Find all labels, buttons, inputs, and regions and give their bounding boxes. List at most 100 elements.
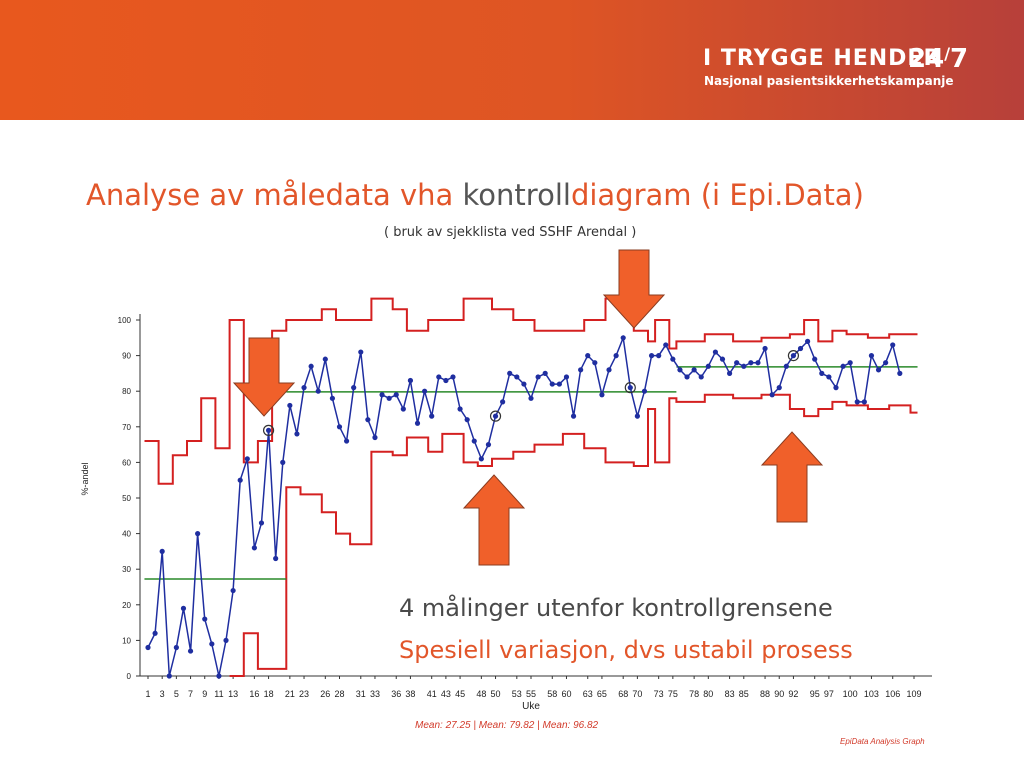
data-point [187, 648, 194, 654]
data-point [776, 385, 782, 391]
data-point [535, 374, 541, 380]
data-point [287, 402, 293, 409]
data-point [833, 385, 839, 391]
data-point [258, 520, 265, 526]
y-tick-label: 100 [118, 316, 132, 325]
logo-num: 24 [908, 44, 945, 74]
x-tick-label: 88 [760, 689, 770, 699]
x-tick-label: 95 [810, 689, 820, 699]
mean-summary: Mean: 27.25 | Mean: 79.82 | Mean: 96.82 [415, 720, 599, 731]
arrow-down-icon [232, 337, 296, 417]
data-point [826, 374, 832, 380]
data-point [251, 545, 257, 551]
y-tick-label: 0 [127, 672, 132, 681]
x-tick-label: 16 [249, 689, 259, 699]
data-point [627, 385, 633, 391]
data-point [429, 413, 435, 419]
data-point [202, 616, 208, 622]
x-tick-label: 23 [299, 689, 309, 699]
data-point [719, 356, 726, 362]
x-tick-label: 92 [788, 689, 798, 699]
x-tick-label: 65 [597, 689, 607, 699]
data-point [180, 605, 187, 611]
x-tick-label: 33 [370, 689, 380, 699]
logo-title: I TRYGGE HENDER [703, 46, 942, 71]
data-point [585, 353, 591, 359]
data-point [599, 392, 605, 398]
data-point [592, 360, 598, 366]
upper-control-limit [144, 297, 918, 485]
data-point [322, 356, 328, 362]
data-point [230, 587, 236, 594]
y-tick-label: 10 [122, 636, 131, 645]
y-tick-label: 40 [122, 530, 131, 539]
data-point [478, 456, 484, 462]
x-tick-label: 9 [202, 689, 207, 699]
data-point [805, 338, 811, 344]
x-tick-label: 43 [441, 689, 451, 699]
y-tick-label: 90 [122, 352, 131, 361]
x-tick-label: 68 [618, 689, 628, 699]
x-tick-label: 53 [512, 689, 522, 699]
data-point [691, 367, 697, 373]
data-point [663, 342, 669, 348]
x-tick-label: 73 [654, 689, 664, 699]
x-tick-label: 109 [906, 689, 921, 699]
data-point [492, 413, 499, 419]
y-axis-label: %-andel [80, 462, 90, 495]
arrow-down-icon [602, 249, 666, 329]
data-point [734, 360, 740, 366]
data-point [457, 406, 463, 412]
data-point [769, 392, 775, 398]
data-point [840, 363, 846, 369]
data-point [797, 345, 804, 352]
data-point [883, 360, 889, 366]
x-tick-label: 80 [703, 689, 713, 699]
annotation-line-1: 4 målinger utenfor kontrollgrensene [399, 594, 833, 622]
data-point [549, 381, 555, 387]
data-point [336, 424, 343, 430]
data-point [712, 349, 719, 355]
x-tick-label: 78 [689, 689, 699, 699]
data-point [216, 673, 222, 679]
data-point [372, 434, 378, 441]
x-tick-label: 26 [320, 689, 330, 699]
data-point [868, 353, 875, 359]
data-point [684, 374, 690, 380]
x-tick-label: 50 [491, 689, 501, 699]
data-point [890, 342, 896, 348]
data-point [471, 438, 477, 444]
data-point [670, 356, 676, 362]
data-point [223, 637, 229, 644]
x-tick-label: 5 [174, 689, 179, 699]
data-point [365, 417, 371, 423]
graph-credit: EpiData Analysis Graph [840, 737, 925, 746]
logo-subtitle: Nasjonal pasientsikkerhetskampanje [704, 74, 954, 88]
data-point [861, 399, 867, 405]
annotation-line-2: Spesiell variasjon, dvs ustabil prosess [399, 636, 853, 664]
data-point [485, 442, 492, 448]
data-point [847, 360, 853, 366]
logo-24-7: 24/7 [908, 44, 968, 74]
data-point [812, 356, 818, 362]
data-point [500, 399, 506, 405]
x-tick-label: 63 [583, 689, 593, 699]
data-point [301, 385, 307, 391]
data-point [422, 388, 428, 394]
data-point [570, 413, 577, 419]
lower-control-limit [229, 393, 918, 677]
data-point [819, 370, 825, 376]
out-of-control-marker [624, 382, 636, 394]
header-banner [0, 0, 1024, 120]
data-point [542, 370, 548, 376]
data-point [159, 548, 165, 555]
x-tick-label: 103 [864, 689, 879, 699]
data-point [329, 395, 336, 401]
data-point [400, 406, 406, 412]
data-point [507, 370, 513, 376]
x-tick-label: 100 [843, 689, 858, 699]
x-tick-label: 21 [285, 689, 295, 699]
data-point [173, 644, 179, 651]
data-point [698, 374, 704, 380]
data-point [386, 395, 392, 401]
